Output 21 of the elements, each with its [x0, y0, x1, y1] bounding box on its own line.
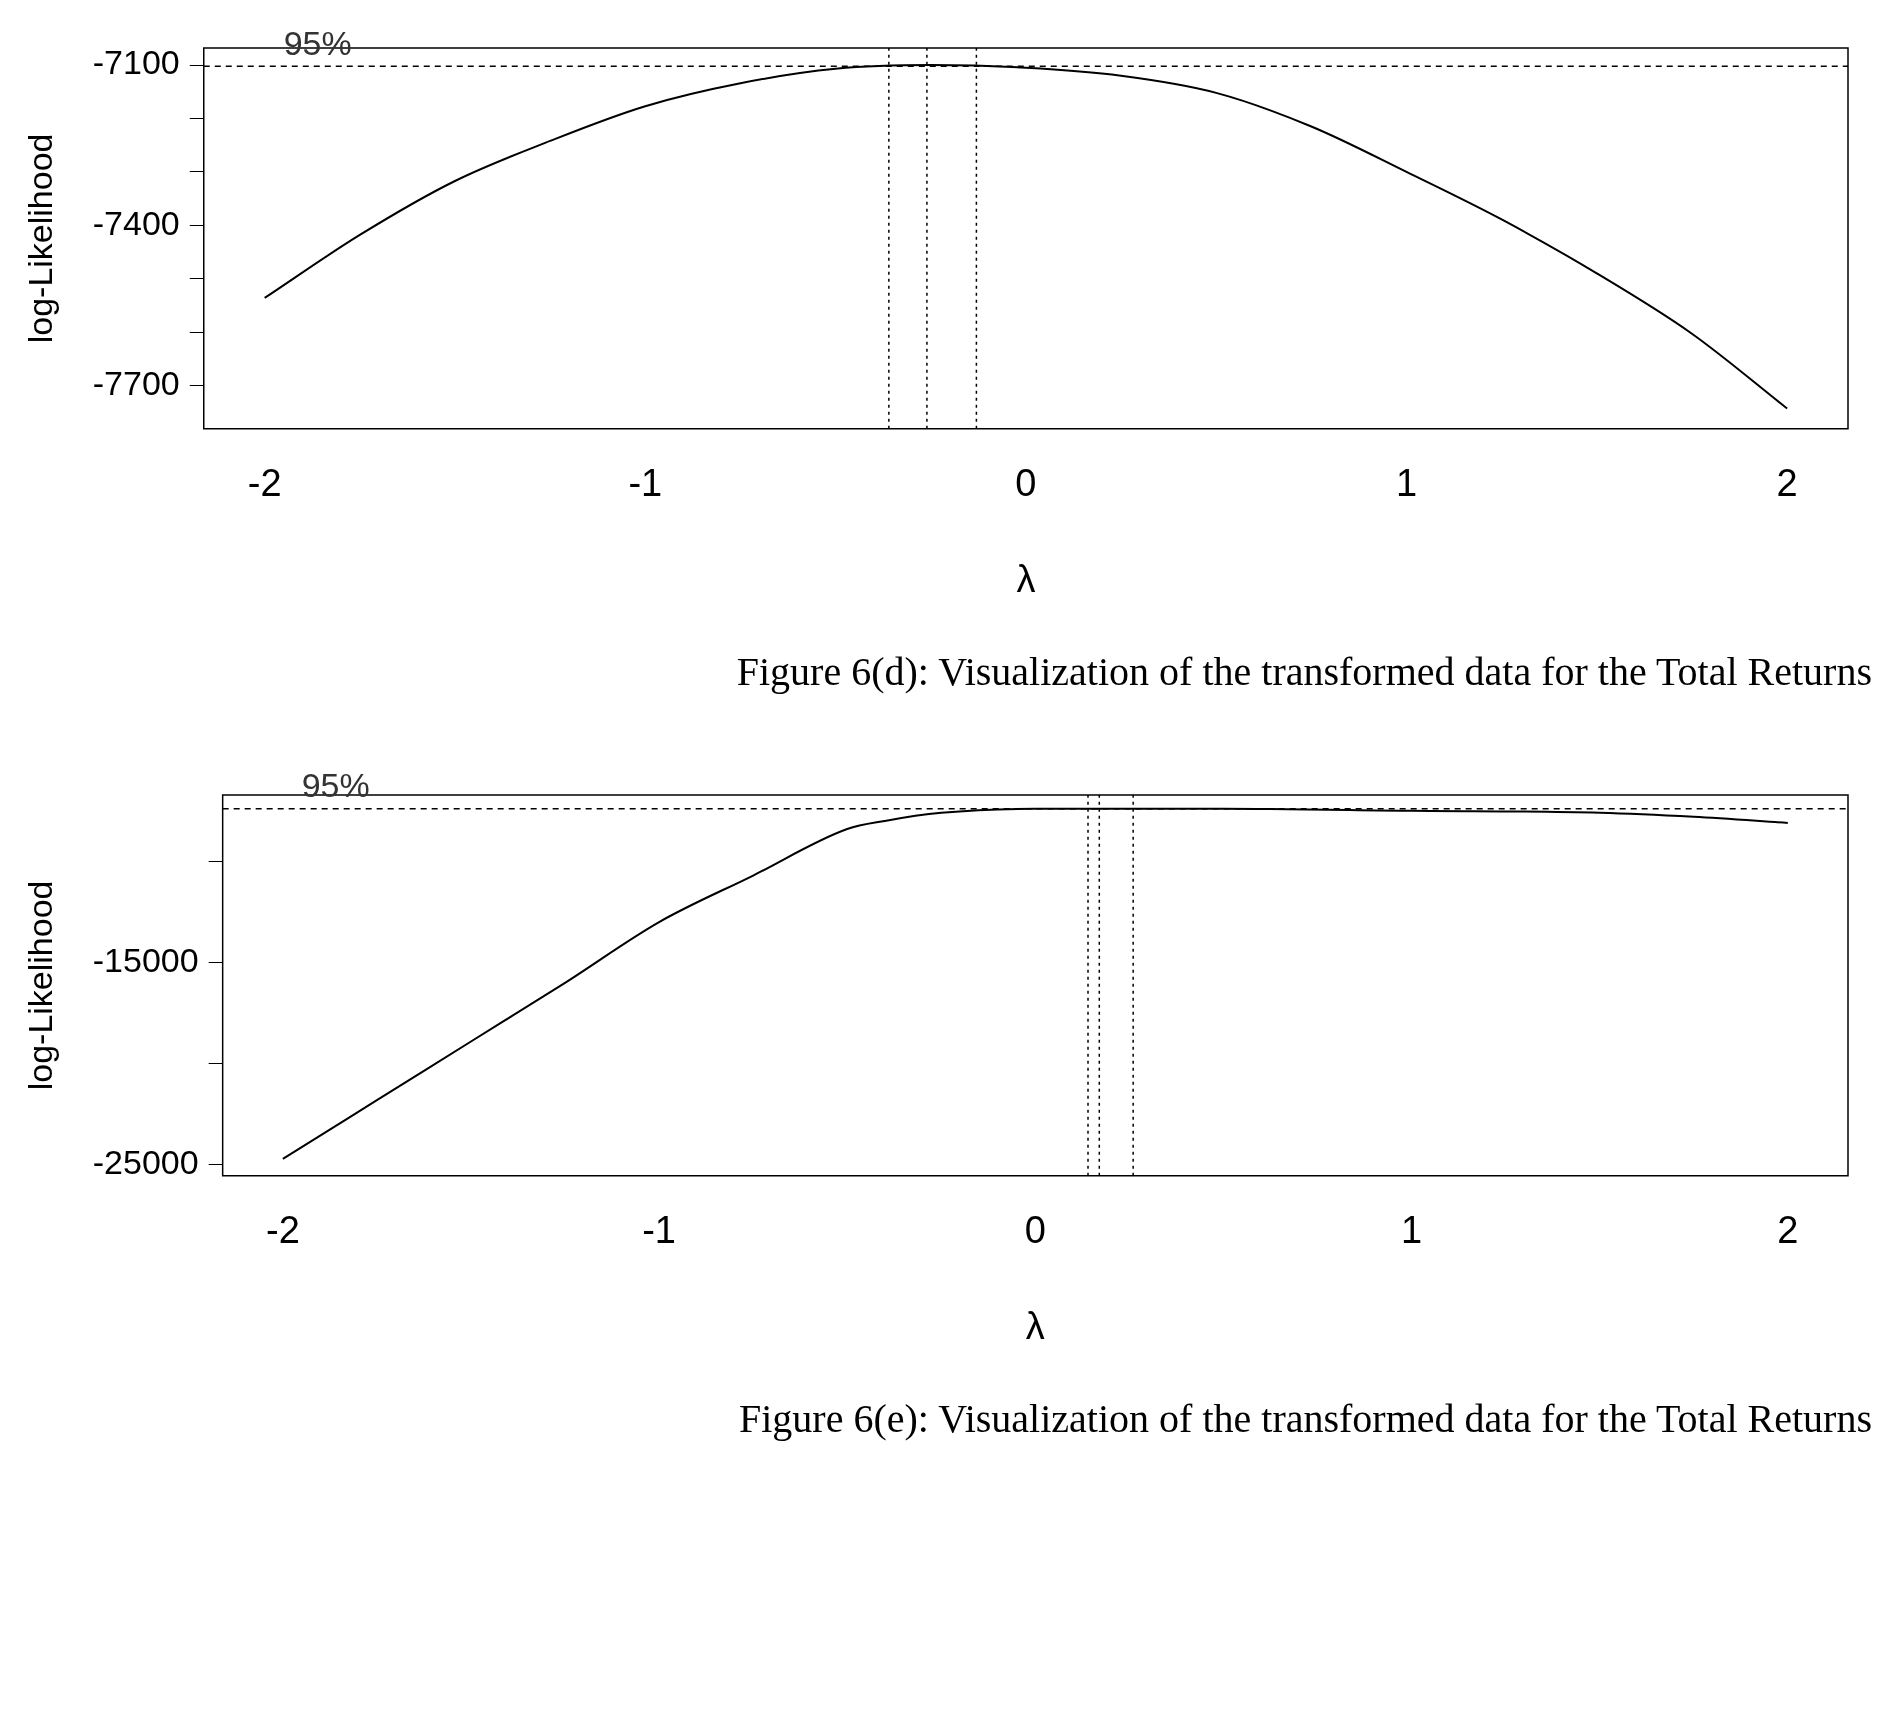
x-tick-label: 1 [1401, 1209, 1423, 1252]
x-axis-title: λ [1016, 557, 1036, 600]
y-tick-label: -7700 [92, 363, 180, 402]
x-tick-label: 1 [1395, 462, 1418, 505]
x-tick-label: 2 [1777, 1209, 1799, 1252]
x-axis-title: λ [1025, 1304, 1045, 1347]
x-tick-label: -1 [642, 1209, 676, 1252]
x-tick-label: 2 [1776, 462, 1798, 505]
x-tick-label: 0 [1015, 462, 1037, 505]
x-tick-label: 0 [1024, 1209, 1046, 1252]
x-tick-label: -2 [247, 462, 282, 505]
y-tick-label: -15000 [92, 940, 199, 979]
x-tick-label: -1 [628, 462, 663, 505]
y-axis-title: log-Likelihood [20, 133, 59, 344]
y-tick-label: -7100 [92, 43, 180, 82]
caption: Figure 6(d): Visualization of the transformed data for the Total Returns [735, 648, 1872, 695]
y-tick-label: -25000 [92, 1143, 199, 1182]
caption: Figure 6(e): Visualization of the transformed data for the Total Returns [738, 1395, 1872, 1442]
y-axis-title: log-Likelihood [20, 880, 59, 1091]
x-tick-label: -2 [265, 1209, 300, 1252]
y-tick-label: -7400 [92, 203, 180, 242]
